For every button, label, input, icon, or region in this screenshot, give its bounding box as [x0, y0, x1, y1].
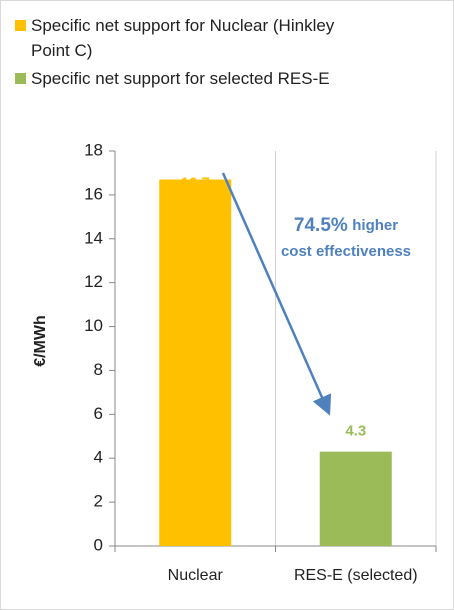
legend-swatch [15, 20, 26, 31]
annotation-text: cost effectiveness [281, 243, 411, 260]
y-tick-label: 14 [84, 228, 103, 247]
x-tick-label: RES-E (selected) [294, 567, 418, 584]
legend-label: Specific net support for Nuclear (Hinkle… [31, 16, 335, 60]
legend-entry: Specific net support for selected RES-E [15, 66, 441, 91]
y-tick-label: 12 [84, 272, 103, 291]
annotation-text: higher [352, 217, 398, 234]
legend-swatch [15, 73, 26, 84]
y-tick-label: 16 [84, 184, 103, 203]
y-tick-label: 0 [94, 535, 103, 554]
legend-label: Specific net support for selected RES-E [31, 69, 330, 88]
bar [159, 179, 232, 546]
y-tick-label: 10 [84, 316, 103, 335]
y-tick-label: 4 [94, 448, 103, 467]
legend: Specific net support for Nuclear (Hinkle… [15, 13, 441, 94]
legend-entry: Specific net support for Nuclear (Hinkle… [15, 13, 441, 63]
y-tick-label: 8 [94, 360, 103, 379]
annotation-emphasis: 74.5% [294, 215, 348, 236]
data-label: 4.3 [345, 423, 366, 440]
y-axis-label: €/MWh [32, 315, 49, 367]
data-label: 16.7 [181, 174, 210, 191]
y-tick-label: 18 [84, 140, 103, 159]
bar [319, 451, 392, 546]
x-tick-label: Nuclear [168, 567, 224, 584]
annotation: 74.5% higher [294, 215, 398, 236]
annotation-arrow [221, 172, 332, 416]
y-tick-label: 2 [94, 492, 103, 511]
y-tick-label: 6 [94, 404, 103, 423]
